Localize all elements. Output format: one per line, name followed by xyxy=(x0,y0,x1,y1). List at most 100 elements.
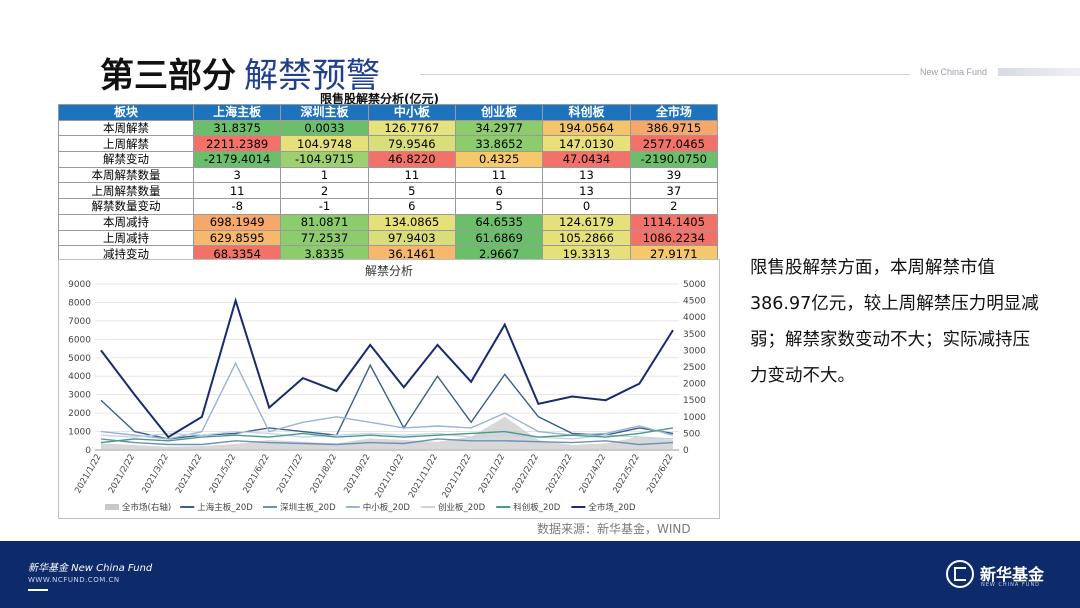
x-tick-label: 2021/10/22 xyxy=(373,453,406,500)
x-tick-label: 2021/4/22 xyxy=(174,453,204,496)
logo-text: 新华基金 xyxy=(980,565,1045,584)
table-cell: 126.7767 xyxy=(367,119,456,137)
y-left-tick-label: 8000 xyxy=(68,298,91,308)
table-cell: 1114.1405 xyxy=(629,213,719,231)
legend-swatch xyxy=(105,504,119,510)
table-cell: 0.0033 xyxy=(280,119,369,137)
table-cell: 194.0564 xyxy=(542,119,631,137)
table-row: 本周解禁数量 3 1 11 11 13 39 xyxy=(58,166,719,184)
table-cell: 1 xyxy=(280,166,369,184)
legend-label: 全市场_20D xyxy=(588,502,636,513)
y-right-tick-label: 1500 xyxy=(683,396,706,406)
y-left-tick-label: 7000 xyxy=(68,317,91,327)
row-label: 上周解禁数量 xyxy=(58,182,194,200)
table-cell: 13 xyxy=(542,166,631,184)
legend-label: 全市场(右轴) xyxy=(122,502,171,513)
table-cell: 97.9403 xyxy=(367,229,456,247)
unlock-table: 板块 上海主板 深圳主板 中小板 创业板 科创板 全市场 本周解禁 31.8375 0.0033… xyxy=(58,104,719,262)
y-right-tick-label: 5000 xyxy=(683,280,706,290)
table-cell: 27.9171 xyxy=(629,245,719,262)
column-header: 全市场 xyxy=(629,104,719,121)
legend-label: 上海主板_20D xyxy=(197,502,253,513)
x-tick-label: 2022/1/22 xyxy=(477,453,507,496)
table-cell: 37 xyxy=(629,182,719,200)
table-header-row: 板块 上海主板 深圳主板 中小板 创业板 科创板 全市场 xyxy=(58,104,719,121)
row-label: 解禁变动 xyxy=(58,151,194,168)
table-caption: 限售股解禁分析(亿元) xyxy=(320,92,439,106)
table-cell: -1 xyxy=(280,198,369,215)
x-tick-label: 2021/3/22 xyxy=(140,453,170,496)
table-row: 本周解禁 31.8375 0.0033 126.7767 34.2977 194.0564… xyxy=(58,119,719,137)
table-cell: 2577.0465 xyxy=(629,135,719,153)
table-cell: 629.8595 xyxy=(192,229,282,247)
row-label: 上周解禁 xyxy=(58,135,194,153)
header-brand: New China Fund xyxy=(920,67,988,77)
table-row: 上周解禁 2211.2389 104.9748 79.9546 33.8652 147.0… xyxy=(58,135,719,153)
y-right-tick-label: 3500 xyxy=(683,330,706,340)
y-left-tick-label: 2000 xyxy=(68,409,91,419)
x-tick-label: 2021/12/22 xyxy=(441,453,474,500)
header-divider xyxy=(420,74,910,75)
table-cell: 33.8652 xyxy=(454,135,544,153)
table-cell: 47.0434 xyxy=(542,151,631,168)
section-number: 第三部分 xyxy=(100,56,236,96)
y-right-tick-label: 0 xyxy=(683,446,689,456)
table-cell: -2190.0750 xyxy=(629,151,719,168)
x-tick-label: 2021/2/22 xyxy=(107,453,137,496)
table-cell: 6 xyxy=(367,198,456,215)
table-cell: 31.8375 xyxy=(192,119,282,137)
table-cell: 64.6535 xyxy=(454,213,544,231)
table-cell: 2 xyxy=(280,182,369,200)
table-cell: 134.0865 xyxy=(367,213,456,231)
table-cell: 6 xyxy=(454,182,544,200)
summary-note: 限售股解禁方面，本周解禁市值386.97亿元，较上周解禁压力明显减弱；解禁家数变… xyxy=(750,258,1039,386)
y-left-tick-label: 9000 xyxy=(68,280,91,290)
table-cell: 61.6869 xyxy=(454,229,544,247)
footer-company: 新华基金 New China Fund xyxy=(28,563,153,574)
footer-underline xyxy=(28,589,48,591)
table-cell: 11 xyxy=(367,166,456,184)
table-cell: 1086.2234 xyxy=(629,229,719,247)
y-left-tick-label: 3000 xyxy=(68,391,91,401)
y-left-tick-label: 1000 xyxy=(68,428,91,438)
x-tick-label: 2021/1/22 xyxy=(73,453,103,496)
table-cell: 11 xyxy=(192,182,282,200)
y-left-tick-label: 4000 xyxy=(68,372,91,382)
x-tick-label: 2021/9/22 xyxy=(342,453,372,496)
table-cell: 39 xyxy=(629,166,719,184)
table-cell: -8 xyxy=(192,198,282,215)
y-right-tick-label: 2000 xyxy=(683,380,706,390)
series-line xyxy=(100,297,674,439)
table-cell: 698.1949 xyxy=(192,213,282,231)
y-right-tick-label: 4000 xyxy=(683,313,706,323)
page-title: 第三部分 解禁预警 xyxy=(100,48,380,97)
footer-url: WWW.NCFUND.COM.CN xyxy=(28,576,120,584)
table-cell: 11 xyxy=(454,166,544,184)
table-cell: 46.8220 xyxy=(367,151,456,168)
company-logo-icon xyxy=(946,560,974,588)
table-cell: 34.2977 xyxy=(454,119,544,137)
series-line xyxy=(100,430,674,440)
table-cell: 79.9546 xyxy=(367,135,456,153)
y-right-tick-label: 2500 xyxy=(683,363,706,373)
table-cell: 19.3313 xyxy=(542,245,631,262)
table-cell: 2.9667 xyxy=(454,245,544,262)
header-brand-bar xyxy=(998,68,1080,76)
column-header: 板块 xyxy=(58,104,194,121)
x-tick-label: 2021/5/22 xyxy=(208,453,238,496)
row-label: 本周解禁 xyxy=(58,119,194,137)
table-cell: 2 xyxy=(629,198,719,215)
y-right-tick-label: 1000 xyxy=(683,413,706,423)
unlock-chart-svg: 解禁分析010002000300040005000600070008000900… xyxy=(68,264,706,513)
x-tick-label: 2021/8/22 xyxy=(309,453,339,496)
table-cell: 36.1461 xyxy=(367,245,456,262)
column-header: 深圳主板 xyxy=(280,104,369,121)
row-label: 本周解禁数量 xyxy=(58,166,194,184)
data-source: 数据来源：新华基金，WIND xyxy=(537,522,691,536)
table-cell: 2211.2389 xyxy=(192,135,282,153)
x-tick-label: 2021/6/22 xyxy=(241,453,271,496)
y-left-tick-label: 0 xyxy=(85,446,91,456)
table-cell: 104.9748 xyxy=(280,135,369,153)
table-cell: 0.4325 xyxy=(454,151,544,168)
x-tick-label: 2022/5/22 xyxy=(611,453,641,496)
